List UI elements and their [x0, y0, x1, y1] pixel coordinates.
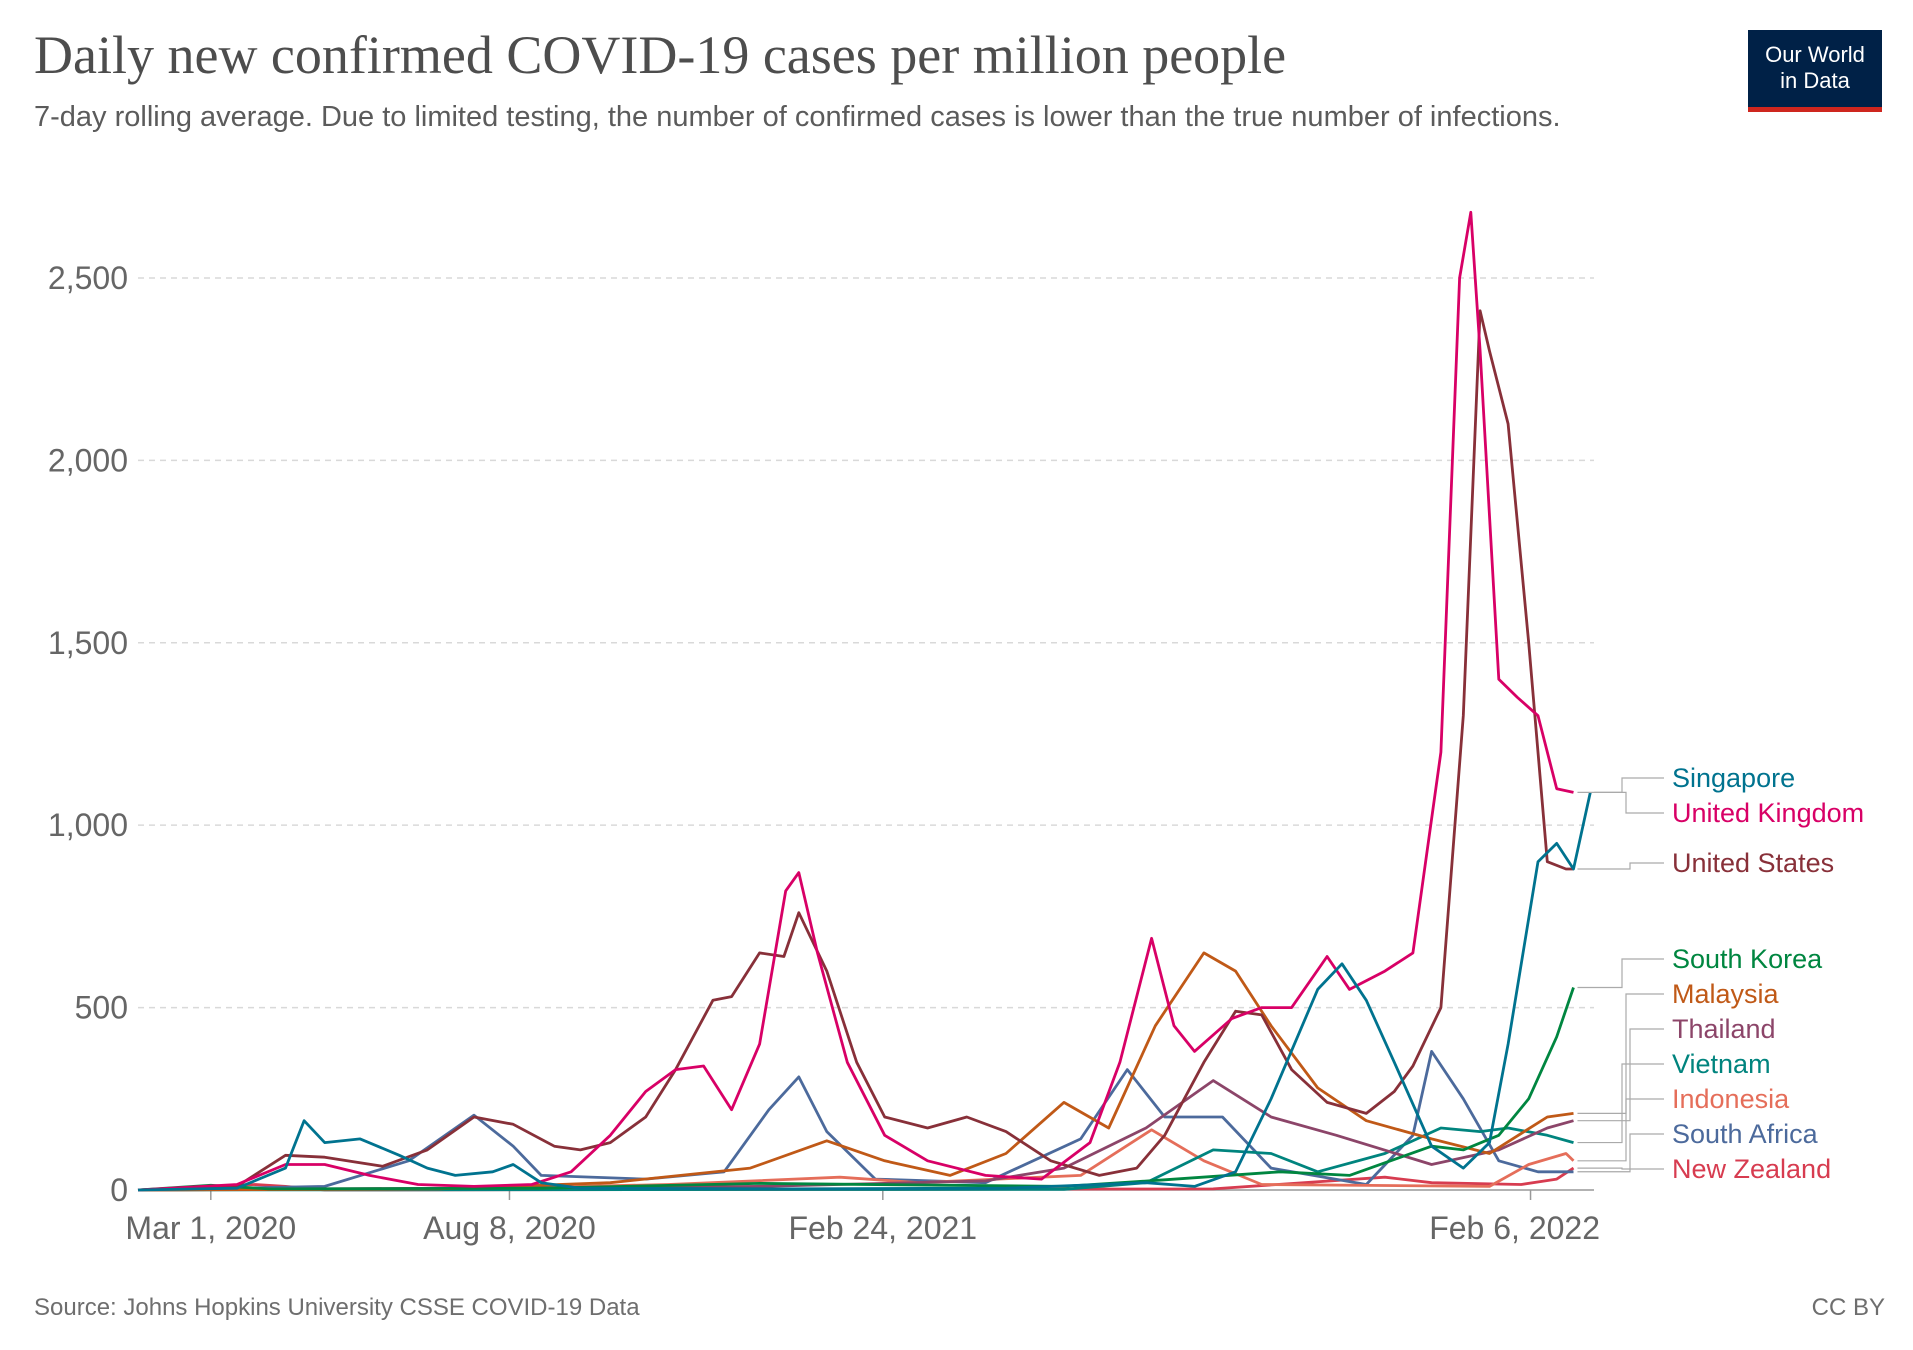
x-tick-label: Mar 1, 2020	[125, 1210, 296, 1246]
y-axis: 0 500 1,000 1,500 2,000 2,500	[48, 260, 128, 1208]
source-note: Source: Johns Hopkins University CSSE CO…	[34, 1294, 640, 1321]
series-line-united-states[interactable]	[137, 309, 1574, 1192]
x-tick-label: Feb 24, 2021	[789, 1210, 978, 1246]
series-labels: Singapore United Kingdom United States Sout…	[1577, 763, 1864, 1184]
y-tick-label: 1,000	[48, 807, 128, 843]
x-tick-label: Feb 6, 2022	[1429, 1210, 1600, 1246]
label-connector	[1577, 958, 1664, 989]
series-label-united-states[interactable]: United States	[1672, 848, 1834, 878]
y-tick-label: 0	[110, 1172, 128, 1208]
owid-logo[interactable]: Our World in Data	[1748, 30, 1882, 112]
series-line-thailand[interactable]	[137, 1079, 1574, 1192]
series-lines	[137, 210, 1592, 1192]
series-label-thailand[interactable]: Thailand	[1672, 1014, 1776, 1044]
label-connector	[1577, 1167, 1664, 1170]
logo-line-2: in Data	[1780, 68, 1850, 93]
y-tick-label: 500	[75, 990, 128, 1026]
logo-accent-bar	[1748, 107, 1882, 112]
label-connector	[1577, 993, 1664, 1114]
x-tick-label: Aug 8, 2020	[423, 1210, 596, 1246]
series-line-south-africa[interactable]	[137, 1050, 1574, 1192]
grid-lines	[138, 277, 1594, 1009]
series-line-new-zealand[interactable]	[137, 1166, 1575, 1192]
series-label-south-korea[interactable]: South Korea	[1672, 944, 1823, 974]
series-label-new-zealand[interactable]: New Zealand	[1672, 1154, 1831, 1184]
label-connector	[1594, 777, 1664, 793]
y-tick-label: 2,000	[48, 442, 128, 478]
label-connector	[1577, 1098, 1664, 1162]
label-connector	[1577, 1063, 1664, 1144]
series-label-vietnam[interactable]: Vietnam	[1672, 1049, 1771, 1079]
license-link[interactable]: CC BY	[1811, 1294, 1885, 1321]
series-label-malaysia[interactable]: Malaysia	[1672, 979, 1780, 1009]
logo-line-1: Our World	[1765, 42, 1865, 67]
series-line-south-korea[interactable]	[137, 987, 1575, 1192]
y-tick-label: 1,500	[48, 625, 128, 661]
label-connector	[1577, 791, 1664, 814]
label-connector	[1577, 862, 1664, 870]
chart-subtitle: 7-day rolling average. Due to limited te…	[34, 101, 1561, 133]
label-connector	[1577, 1028, 1664, 1122]
y-tick-label: 2,500	[48, 260, 128, 296]
label-connector	[1577, 1133, 1664, 1173]
series-label-south-africa[interactable]: South Africa	[1672, 1119, 1819, 1149]
series-line-united-kingdom[interactable]	[137, 210, 1574, 1192]
x-axis: Mar 1, 2020 Aug 8, 2020 Feb 24, 2021 Feb 6,…	[125, 1189, 1600, 1246]
series-line-singapore[interactable]	[137, 792, 1592, 1192]
chart-title: Daily new confirmed COVID-19 cases per m…	[34, 25, 1287, 85]
series-line-malaysia[interactable]	[137, 951, 1574, 1192]
series-label-singapore[interactable]: Singapore	[1672, 763, 1795, 793]
series-label-indonesia[interactable]: Indonesia	[1672, 1084, 1790, 1114]
series-label-united-kingdom[interactable]: United Kingdom	[1672, 798, 1864, 828]
